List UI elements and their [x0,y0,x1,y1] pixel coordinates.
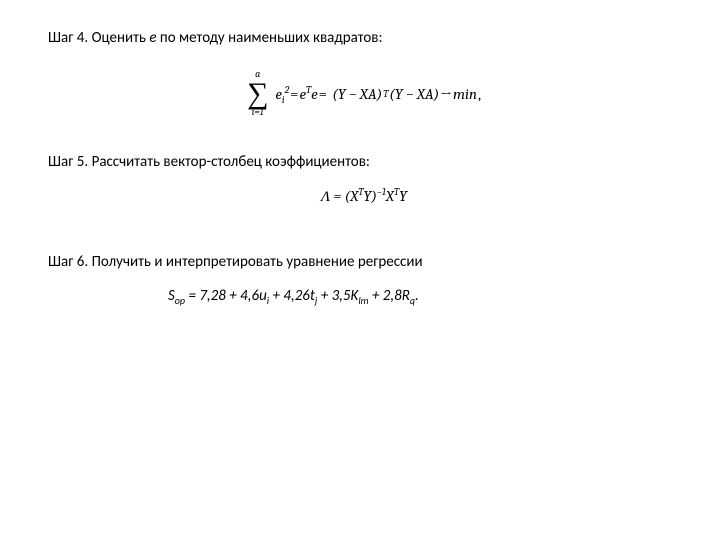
equation-3: Sop = 7,28 + 4,6ui + 4,26tj + 3,5Klm + 2… [168,287,680,305]
eq2-mid2: X [386,187,394,205]
eq1-term3l: (Y − XA) [332,85,382,103]
step4-line: Шаг 4. Оценить e по методу наименьших кв… [48,28,680,49]
summation: a ∑ i=1 [247,69,268,118]
eq3-Ksub: lm [358,294,368,307]
sum-lower: i=1 [252,107,264,118]
step6-line: Шаг 6. Получить и интерпретировать уравн… [48,252,680,273]
eq1-eq2: = [319,85,327,103]
eq1-term3r: (Y − XA) [389,85,439,103]
eq1-e3: e [311,85,318,103]
eq3-end: . [415,287,419,305]
eq3-p2: + 4,26t [269,287,315,305]
eq3-p4: + 2,8R [369,287,410,305]
eq1-paren-l [328,85,331,103]
step4-prefix: Шаг 4. Оценить [48,29,149,47]
eq2-end: Y [399,187,407,205]
eq1-term1: ei2 [275,85,289,103]
eq3-Ssub: op [175,294,185,307]
eq1-arrow: → [440,85,452,103]
eq2-mid1: Y) [363,187,376,205]
eq1-term2: eTe [299,85,317,103]
step4-var: e [149,29,156,47]
step5-line: Шаг 5. Рассчитать вектор-столбец коэффиц… [48,152,680,173]
eq3-S: S [168,287,175,305]
eq1-min: min [453,85,477,103]
eq1-eq1: = [290,85,298,103]
eq3-p3: + 3,5K [317,287,358,305]
step4-suffix: по методу наименьших квадратов: [157,29,383,47]
document-page: Шаг 4. Оценить e по методу наименьших кв… [0,0,720,325]
eq3-p1: = 7,28 + 4,6u [185,287,267,305]
eq1-2: 2 [285,84,290,96]
sigma-icon: ∑ [247,80,268,107]
eq1-comma: , [478,85,481,103]
eq2-sup2: −1 [377,186,386,198]
equation-2: Λ = (XTY)−1XTY [48,187,680,206]
equation-1: a ∑ i=1 ei2 = eTe = (Y − XA)T(Y − XA) → … [48,63,680,118]
eq2-lhs: Λ = (X [321,187,358,205]
